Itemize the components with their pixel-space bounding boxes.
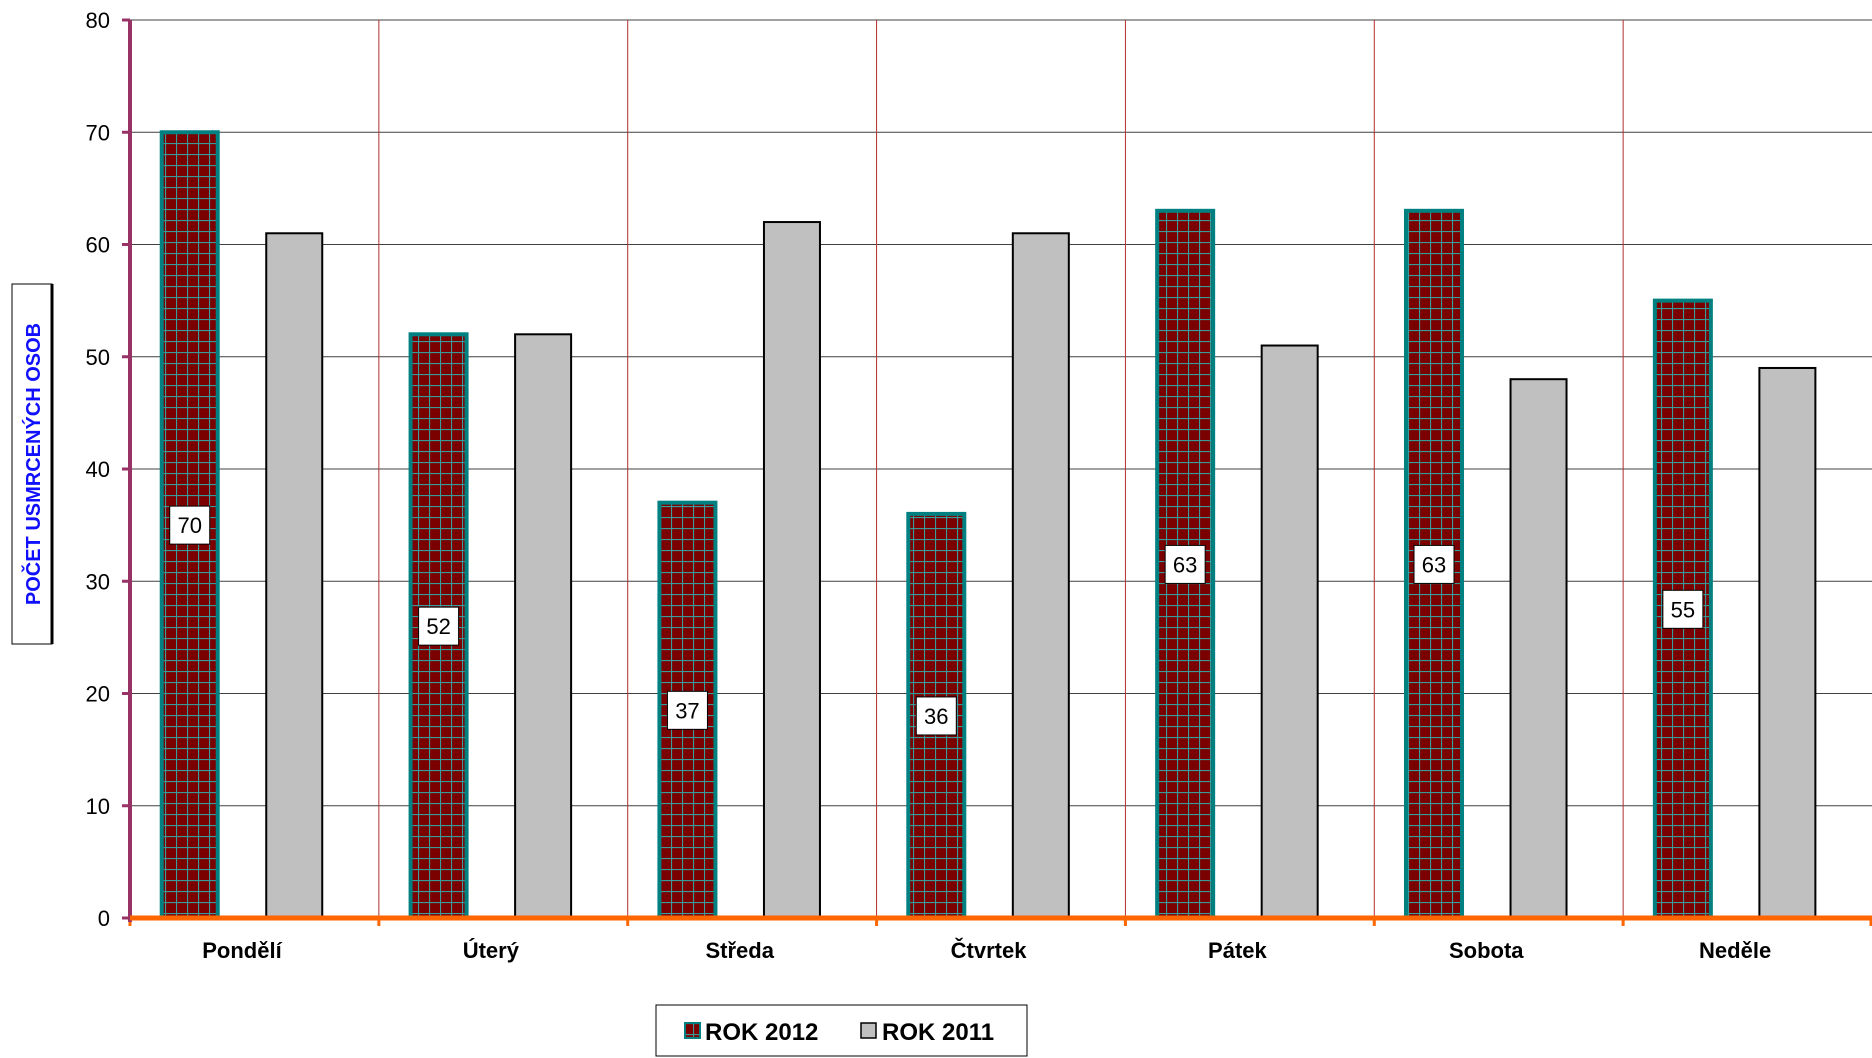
bar-2011 [762,221,821,920]
data-label: 70 [177,513,201,538]
axes [122,18,1872,926]
bar-2011 [1758,366,1817,920]
y-tick-label: 60 [86,233,110,258]
legend-box [655,1004,1028,1057]
x-tick-label: Pondělí [202,938,282,963]
data-label-box [1164,544,1206,584]
data-label-box [915,696,957,736]
bar-2011 [1509,378,1568,919]
x-tick-label: Středa [705,938,774,963]
y-tick-label: 40 [86,457,110,482]
grid [130,19,1872,918]
x-tick-label: Pátek [1208,938,1267,963]
legend: ROK 2012 ROK 2011 [655,1004,1028,1057]
y-tick-label: 80 [86,8,110,33]
x-tick-label: Úterý [463,938,520,963]
data-label: 63 [1422,552,1446,577]
y-axis-label: POČET USMRCENÝCH OSOB [21,323,45,605]
data-label-box [1413,544,1455,584]
data-label: 55 [1671,597,1695,622]
bar-2011 [514,333,573,919]
legend-label-2011: ROK 2011 [882,1019,994,1046]
y-tick-label: 20 [86,682,110,707]
bars [159,130,1817,921]
bar-2011 [265,232,324,919]
y-tick-label: 0 [98,906,110,931]
y-tick-label: 50 [86,345,110,370]
y-tick-label: 10 [86,794,110,819]
data-label: 63 [1173,552,1197,577]
x-tick-label: Čtvrtek [951,938,1028,963]
bar-2011 [1011,232,1070,919]
x-tick-label: Neděle [1699,938,1771,963]
data-label: 36 [924,704,948,729]
data-label-box [418,606,460,646]
data-label-box [666,690,708,730]
labels: 0 10 20 30 40 50 60 70 80 70 Pondělí 52 Úterý 37 Střed… [86,8,1772,963]
data-label: 37 [675,698,699,723]
legend-swatch-2011 [860,1022,877,1039]
data-label-box [1662,589,1704,629]
data-label: 52 [426,614,450,639]
data-label-box [169,505,211,545]
y-axis-title: POČET USMRCENÝCH OSOB [11,283,54,645]
legend-label-2012: ROK 2012 [705,1019,818,1046]
legend-swatch-2012 [684,1022,701,1039]
x-tick-label: Sobota [1449,938,1524,963]
y-tick-label: 70 [86,120,110,145]
bar-2011 [1260,344,1319,919]
y-tick-label: 30 [86,569,110,594]
